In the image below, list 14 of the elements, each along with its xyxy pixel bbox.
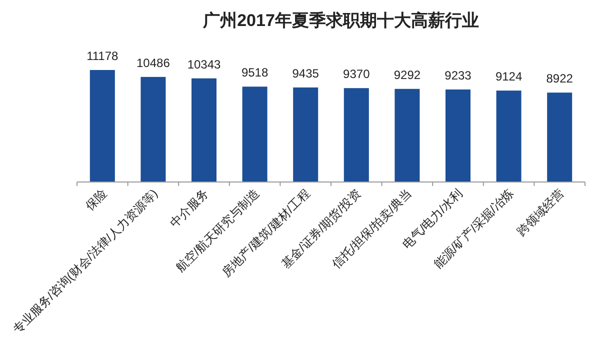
data-label: 9435 xyxy=(292,66,320,80)
data-label: 10343 xyxy=(187,57,222,72)
data-label: 9518 xyxy=(241,66,268,80)
x-tick-label: 中介服务 xyxy=(167,186,212,230)
data-label: 9292 xyxy=(394,68,421,82)
data-label: 9233 xyxy=(444,68,472,82)
data-label: 10486 xyxy=(136,56,170,70)
data-label: 8922 xyxy=(546,72,574,86)
data-label: 9124 xyxy=(495,70,522,84)
data-label: 9370 xyxy=(343,67,370,82)
x-tick-label: 保险 xyxy=(82,186,110,214)
x-tick-label: 跨领域经营 xyxy=(514,186,567,239)
chart-title: 广州2017年夏季求职期十大高薪行业 xyxy=(202,11,479,30)
data-label: 11178 xyxy=(86,49,119,63)
